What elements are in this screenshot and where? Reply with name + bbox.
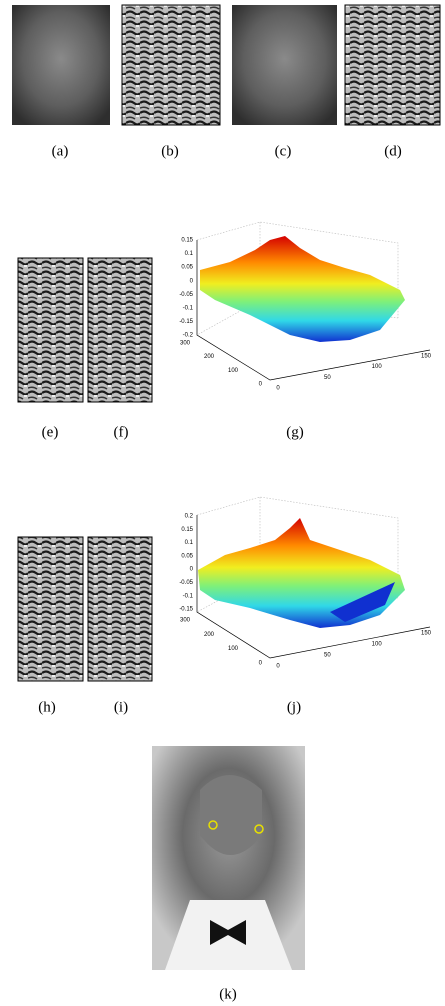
texture-image — [87, 536, 153, 682]
x-tick-label: 100 — [372, 642, 383, 648]
y-tick-label: 0 — [259, 382, 263, 388]
z-tick-label: -0.2 — [183, 333, 194, 339]
z-tick-label: 0.15 — [181, 527, 193, 533]
surface — [200, 236, 405, 342]
panel-label: (g) — [286, 424, 304, 440]
z-tick-label: -0.1 — [183, 305, 194, 311]
panel-label: (b) — [161, 143, 179, 159]
texture-image — [121, 4, 221, 126]
face-image — [12, 5, 110, 125]
panel-label: (k) — [219, 986, 237, 1002]
surface-plot — [196, 221, 431, 381]
panel-label: (f) — [114, 424, 129, 440]
x-tick-label: 100 — [372, 364, 383, 370]
x-tick-label: 0 — [276, 386, 280, 392]
eye-marker — [254, 824, 264, 834]
texture-image — [87, 257, 153, 403]
portrait-bowtie — [210, 920, 246, 945]
z-tick-label: 0 — [190, 278, 194, 284]
y-tick-label: 200 — [204, 354, 215, 360]
z-tick-label: -0.05 — [179, 292, 193, 298]
surface — [198, 518, 405, 628]
x-tick-label: 150 — [421, 631, 432, 637]
y-tick-label: 300 — [180, 618, 191, 624]
z-tick-label: -0.1 — [183, 593, 194, 599]
panel-label: (e) — [42, 424, 59, 440]
plot-axes — [196, 515, 431, 659]
z-tick-label: 0 — [190, 567, 194, 573]
y-tick-label: 100 — [228, 646, 239, 652]
panel-label: (j) — [287, 699, 301, 715]
y-tick-label: 0 — [259, 661, 263, 667]
x-tick-label: 50 — [324, 375, 331, 381]
y-tick-label: 300 — [180, 341, 191, 347]
y-tick-label: 100 — [228, 368, 239, 374]
z-tick-label: 0.1 — [185, 540, 194, 546]
texture-image — [17, 257, 84, 403]
texture-image — [344, 4, 441, 126]
surface-plot — [196, 496, 431, 659]
z-tick-label: 0.15 — [181, 238, 193, 244]
x-tick-label: 0 — [276, 664, 280, 670]
panel-label: (i) — [114, 699, 128, 715]
panel-label: (h) — [38, 699, 56, 715]
panel-label: (d) — [384, 143, 402, 159]
panel-label: (c) — [275, 143, 292, 159]
plot-axes — [196, 240, 431, 381]
z-tick-label: 0.2 — [185, 514, 194, 520]
z-tick-label: -0.05 — [179, 580, 193, 586]
eye-marker — [208, 820, 218, 830]
portrait-face — [200, 775, 262, 855]
panel-label: (a) — [52, 143, 69, 159]
z-tick-label: 0.1 — [185, 251, 194, 257]
z-tick-label: -0.15 — [179, 607, 193, 613]
x-tick-label: 150 — [421, 354, 432, 360]
z-tick-label: -0.15 — [179, 319, 193, 325]
face-image — [232, 5, 337, 125]
surface-shadow — [330, 582, 395, 622]
y-tick-label: 200 — [204, 632, 215, 638]
z-tick-label: 0.05 — [181, 265, 193, 271]
x-tick-label: 50 — [324, 653, 331, 659]
texture-image — [17, 536, 84, 682]
z-tick-label: 0.05 — [181, 553, 193, 559]
